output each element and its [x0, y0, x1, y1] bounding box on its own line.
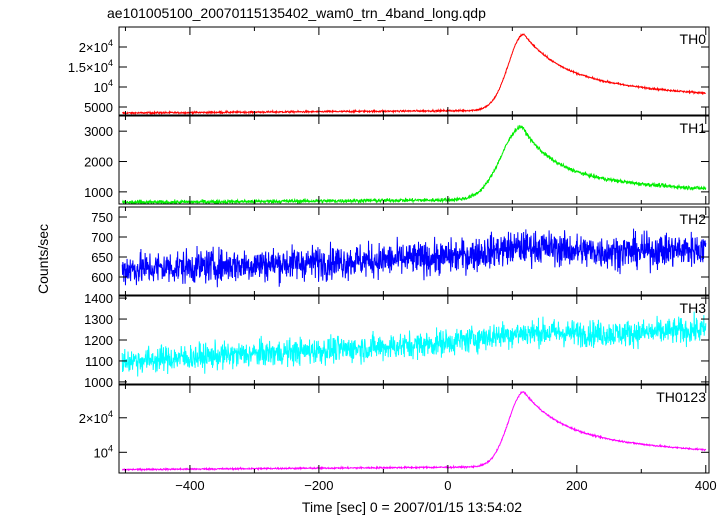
x-tick-label: −400 — [175, 478, 204, 493]
y-tick-label: 5000 — [84, 100, 113, 115]
y-tick-label: 1100 — [85, 354, 113, 369]
x-tick-label: 400 — [695, 478, 717, 493]
x-tick-label: 200 — [566, 478, 588, 493]
panel-label-th0: TH0 — [680, 31, 707, 47]
panel-label-th0123: TH0123 — [656, 389, 706, 405]
y-tick-label: 1300 — [84, 312, 113, 327]
panel-label-th2: TH2 — [680, 211, 707, 227]
panel-label-th1: TH1 — [680, 120, 707, 136]
y-tick-label: 700 — [91, 230, 113, 245]
panel-th3: 1000 1100 1200 1300 1400 TH3 — [84, 291, 710, 390]
y-tick-label: 2×104 — [79, 409, 113, 426]
y-tick-label: 2000 — [84, 155, 113, 170]
y-tick-label: 1000 — [84, 375, 113, 390]
y-tick-label: 2×104 — [79, 38, 113, 55]
panel-th0123: 104 2×104 TH0123 — [79, 384, 710, 474]
panel-frame — [118, 384, 710, 474]
x-axis-title: Time [sec] 0 = 2007/01/15 13:54:02 — [302, 499, 522, 515]
panel-th2: 600 650 700 750 TH2 — [91, 206, 710, 296]
chart-title: ae101005100_20070115135402_wam0_trn_4ban… — [107, 5, 486, 21]
y-tick-label: 750 — [91, 210, 113, 225]
panel-label-th3: TH3 — [680, 300, 707, 316]
series-line-th0 — [122, 33, 706, 115]
series-line-th1 — [121, 124, 707, 204]
y-axis-title: Counts/sec — [35, 224, 51, 294]
series-line-th2 — [121, 228, 707, 288]
y-tick-label: 1200 — [84, 333, 113, 348]
y-tick-label: 104 — [94, 443, 113, 460]
x-tick-label: 0 — [444, 478, 451, 493]
y-tick-label: 650 — [91, 250, 113, 265]
x-tick-label: −200 — [304, 478, 333, 493]
series-line-th0123 — [122, 390, 707, 473]
panel-th0: 5000 104 1.5×104 2×104 TH0 — [68, 26, 710, 116]
series-line-th3 — [121, 311, 707, 377]
panel-frame — [118, 26, 710, 116]
y-tick-label: 1000 — [84, 185, 113, 200]
panel-frame — [118, 206, 710, 296]
panel-th1: 1000 2000 3000 TH1 — [84, 115, 710, 205]
panel-frame — [118, 115, 710, 205]
y-tick-label: 1400 — [84, 291, 113, 306]
y-tick-label: 1.5×104 — [68, 58, 113, 75]
y-tick-label: 600 — [91, 270, 113, 285]
y-tick-label: 104 — [94, 78, 113, 95]
y-tick-label: 3000 — [84, 124, 113, 139]
